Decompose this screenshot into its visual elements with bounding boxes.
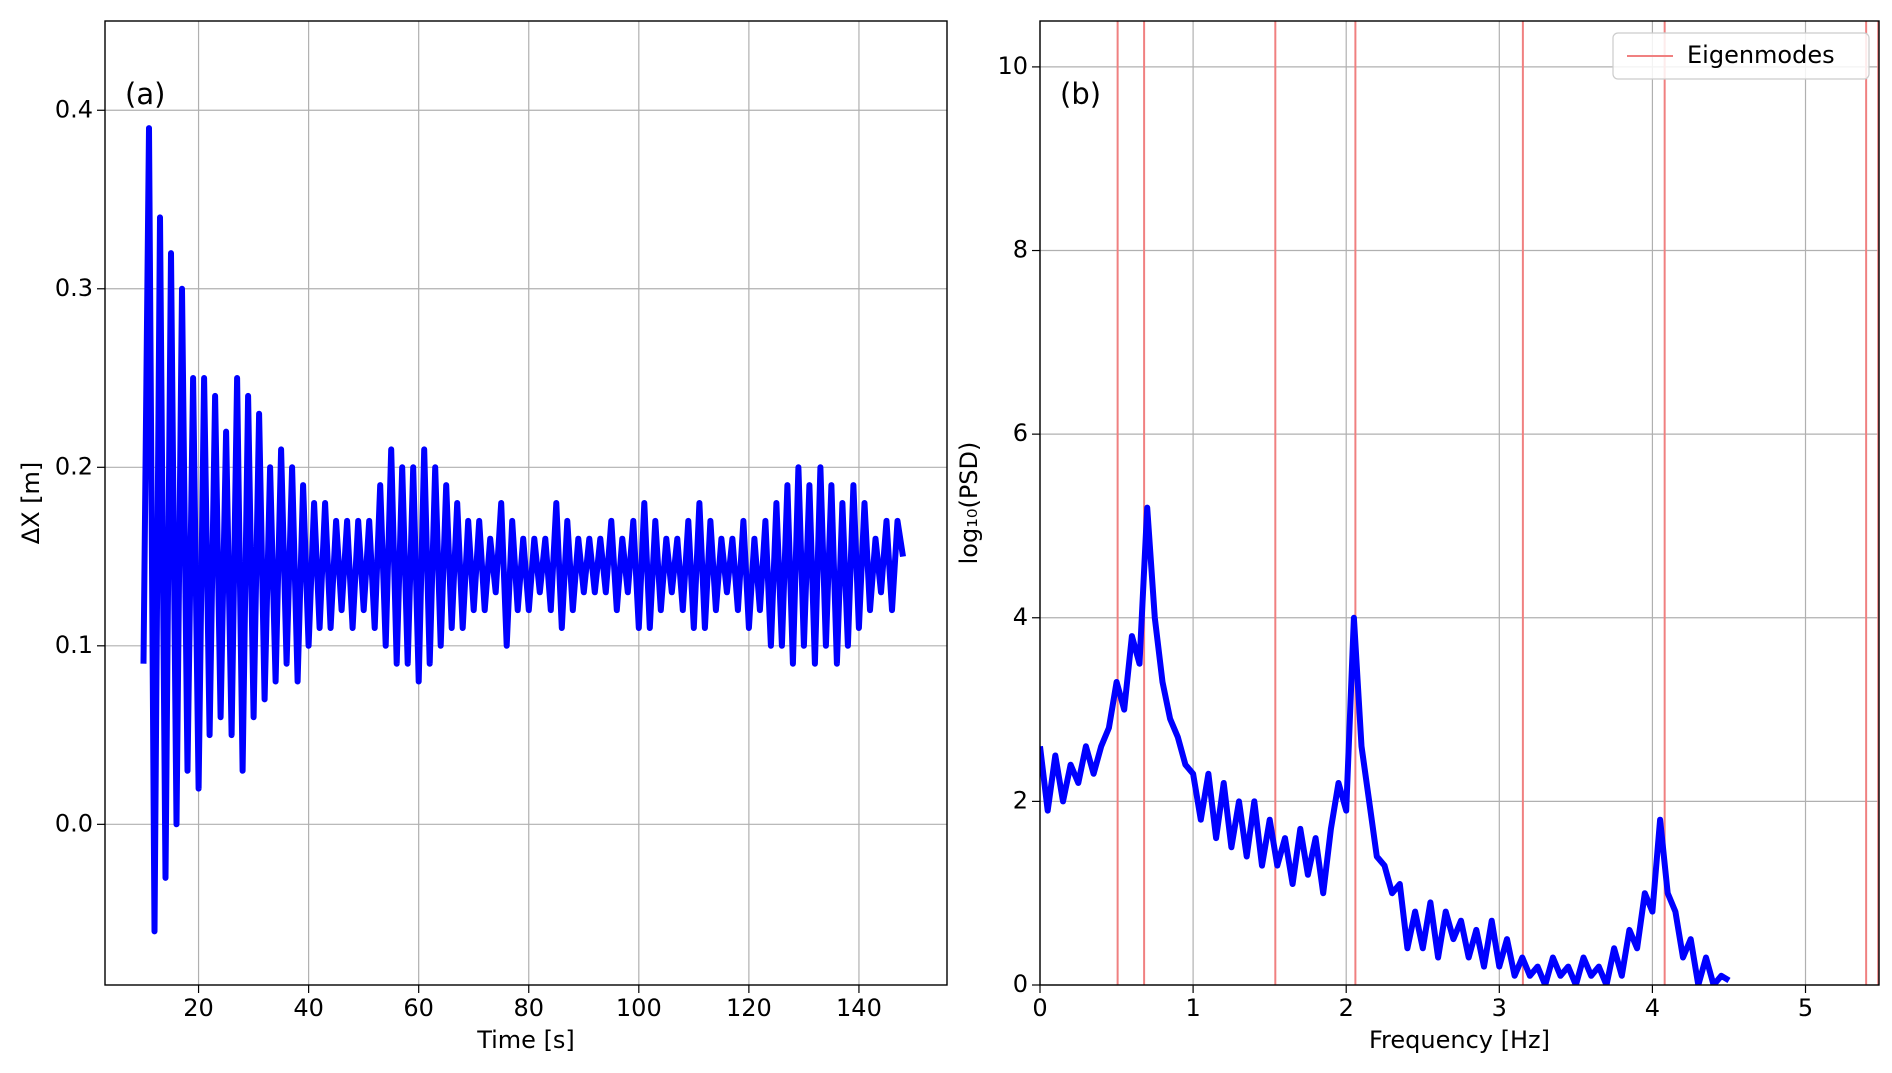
plot-frame <box>1039 20 1880 986</box>
x-tick-label: 80 <box>513 994 544 1022</box>
y-tick-label: 0.4 <box>55 95 93 123</box>
y-tick-label: 6 <box>1013 419 1028 447</box>
y-tick-label: 8 <box>1013 236 1028 264</box>
y-axis-label: ΔX [m] <box>17 462 45 545</box>
x-tick-label: 40 <box>293 994 324 1022</box>
x-axis-label: Time [s] <box>476 1026 575 1054</box>
y-tick-label: 2 <box>1013 786 1028 814</box>
legend-label: Eigenmodes <box>1687 41 1835 69</box>
x-tick-label: 1 <box>1185 994 1200 1022</box>
y-tick-label: 0.1 <box>55 631 93 659</box>
x-tick-label: 140 <box>836 994 882 1022</box>
y-tick-label: 0.3 <box>55 274 93 302</box>
x-tick-label: 100 <box>616 994 662 1022</box>
x-axis-label: Frequency [Hz] <box>1369 1026 1550 1054</box>
x-tick-label: 120 <box>726 994 772 1022</box>
panel-annotation: (a) <box>125 77 165 111</box>
legend-box <box>1612 32 1870 80</box>
x-tick-label: 4 <box>1645 994 1660 1022</box>
x-tick-label: 2 <box>1339 994 1354 1022</box>
data-line <box>140 125 906 935</box>
legend: Eigenmodes <box>1612 32 1870 80</box>
x-tick-label: 0 <box>1032 994 1047 1022</box>
x-tick-label: 60 <box>403 994 434 1022</box>
y-tick-label: 10 <box>997 52 1028 80</box>
panel-annotation: (b) <box>1060 77 1101 111</box>
y-tick-label: 4 <box>1013 603 1028 631</box>
x-tick-label: 20 <box>183 994 214 1022</box>
x-tick-label: 3 <box>1492 994 1507 1022</box>
plot-frame <box>104 20 948 986</box>
y-tick-label: 0.0 <box>55 809 93 837</box>
y-tick-label: 0.2 <box>55 452 93 480</box>
data-line <box>1040 504 1731 985</box>
y-tick-label: 0 <box>1013 970 1028 998</box>
y-axis-label: log₁₀(PSD) <box>955 442 983 565</box>
x-tick-label: 5 <box>1798 994 1813 1022</box>
